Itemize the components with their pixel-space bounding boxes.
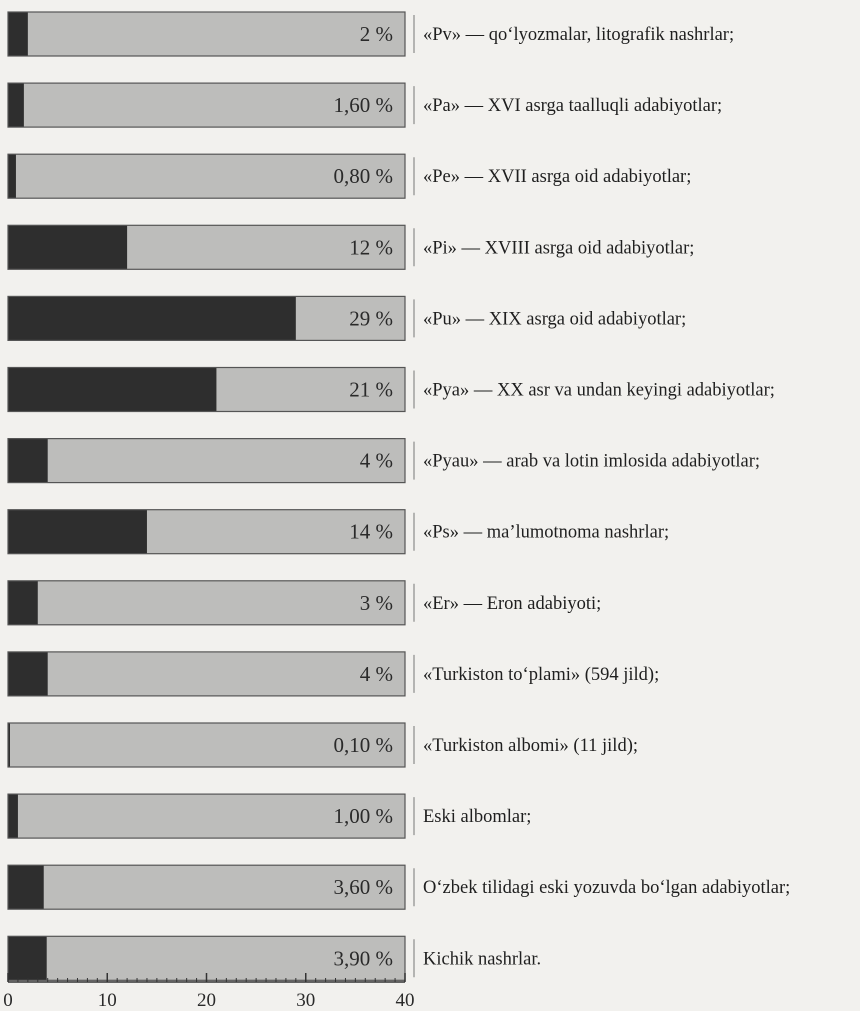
data-label: 12 % (349, 235, 393, 259)
x-tick-label: 30 (296, 990, 315, 1011)
bar-description: «Pya» — XX asr va undan keyingi adabiyot… (423, 381, 775, 401)
data-label: 2 % (360, 22, 393, 46)
bar-fill (8, 651, 48, 696)
bar-fill (8, 225, 128, 270)
data-label: 3 % (360, 591, 393, 615)
x-tick-label: 10 (98, 990, 117, 1011)
data-label: 4 % (360, 662, 393, 686)
bar-outline (7, 651, 406, 697)
bar-description: «Ps» — ma’lumotnoma nashrlar; (423, 523, 669, 543)
bar-description: «Turkiston albomi» (11 jild); (423, 736, 638, 756)
bar-track (8, 438, 405, 483)
bar-description: «Turkiston to‘plami» (594 jild); (423, 665, 659, 685)
bar-outline (7, 153, 406, 199)
bar-outline (7, 295, 406, 341)
data-label: 3,90 % (334, 946, 394, 970)
bar-description: Kichik nashrlar. (423, 949, 541, 969)
bar-description: «Pyau» — arab va lotin imlosida adabiyot… (423, 452, 760, 472)
bar-fill (8, 794, 18, 839)
bar-fill (8, 580, 38, 625)
bar-fill (8, 83, 24, 128)
x-tick-label: 20 (197, 990, 216, 1011)
bar-description: «Er» — Eron adabiyoti; (423, 594, 601, 614)
x-tick-label: 40 (396, 990, 415, 1011)
bar-outline (7, 509, 406, 555)
bar-fill (8, 509, 147, 554)
bar-outline (7, 366, 406, 413)
data-label: 21 % (349, 378, 393, 402)
bar-track (8, 936, 405, 981)
bar-track (8, 865, 405, 910)
bar-track (8, 12, 405, 56)
bar-description: «Pe» — XVII asrga oid adabiyotlar; (423, 167, 691, 187)
bar-fill (8, 723, 10, 767)
bar-fill (8, 438, 48, 483)
bar-outline (7, 82, 406, 128)
bar-description: «Pa» — XVI asrga taalluqli adabiyotlar; (423, 96, 722, 116)
bar-description: «Pv» — qo‘lyozmalar, litografik nashrlar… (423, 25, 734, 45)
data-label: 4 % (360, 449, 393, 473)
bar-fill (8, 936, 47, 981)
bar-outline (7, 793, 406, 839)
data-label: 29 % (349, 306, 393, 330)
bar-outline (7, 438, 406, 484)
bar-track (8, 83, 405, 128)
bar-track (8, 154, 405, 199)
bar-outline (7, 722, 406, 768)
data-label: 1,00 % (334, 804, 394, 828)
bar-track (8, 723, 405, 767)
bar-fill (8, 12, 28, 56)
data-label: 14 % (349, 520, 393, 544)
bar-description: Eski albomlar; (423, 807, 531, 827)
bar-fill (8, 367, 217, 412)
bar-description: «Pi» — XVIII asrga oid adabiyotlar; (423, 238, 694, 258)
bar-outline (7, 11, 406, 57)
bar-fill (8, 296, 296, 341)
bar-outline (7, 580, 406, 626)
bar-fill (8, 154, 16, 199)
data-label: 0,80 % (334, 164, 394, 188)
bar-fill (8, 865, 44, 910)
bar-track (8, 580, 405, 625)
bar-description: O‘zbek tilidagi eski yozuvda bo‘lgan ada… (423, 878, 790, 898)
bar-outline (7, 864, 406, 910)
data-label: 0,10 % (334, 733, 394, 757)
x-tick-label: 0 (3, 990, 13, 1011)
bar-description: «Pu» — XIX asrga oid adabiyotlar; (423, 309, 686, 329)
bar-track (8, 651, 405, 696)
bar-track (8, 794, 405, 839)
data-label: 3,60 % (334, 875, 394, 899)
bar-outline (7, 224, 406, 270)
data-label: 1,60 % (334, 93, 394, 117)
